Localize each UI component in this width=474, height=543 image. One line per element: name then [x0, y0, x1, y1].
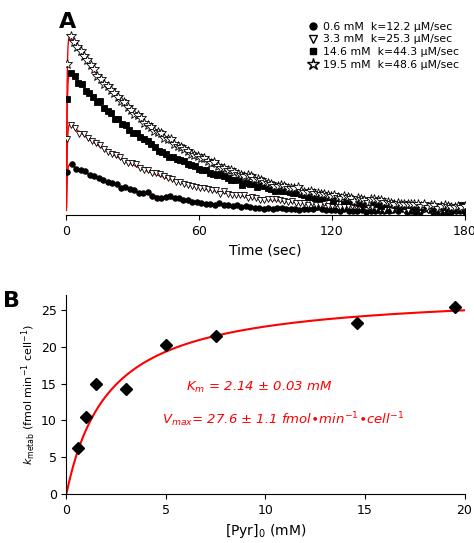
Text: B: B	[3, 291, 19, 311]
X-axis label: Time (sec): Time (sec)	[229, 244, 301, 258]
Text: $\mathit{V_{max}}$= 27.6 $\pm$ 1.1 fmol$\bullet$min$^{-1}$$\bullet$cell$^{-1}$: $\mathit{V_{max}}$= 27.6 $\pm$ 1.1 fmol$…	[162, 411, 404, 430]
X-axis label: [Pyr]$_0$ (mM): [Pyr]$_0$ (mM)	[225, 522, 306, 540]
Text: A: A	[58, 12, 76, 32]
Y-axis label: $k_\mathrm{metab}$ (fmol min$^{-1}$ cell$^{-1}$): $k_\mathrm{metab}$ (fmol min$^{-1}$ cell…	[20, 324, 38, 465]
Text: $\mathit{K_m}$ = 2.14 $\pm$ 0.03 mM: $\mathit{K_m}$ = 2.14 $\pm$ 0.03 mM	[186, 380, 332, 395]
Legend: 0.6 mM  k=12.2 μM/sec, 3.3 mM  k=25.3 μM/sec, 14.6 mM  k=44.3 μM/sec, 19.5 mM  k: 0.6 mM k=12.2 μM/sec, 3.3 mM k=25.3 μM/s…	[308, 22, 459, 70]
